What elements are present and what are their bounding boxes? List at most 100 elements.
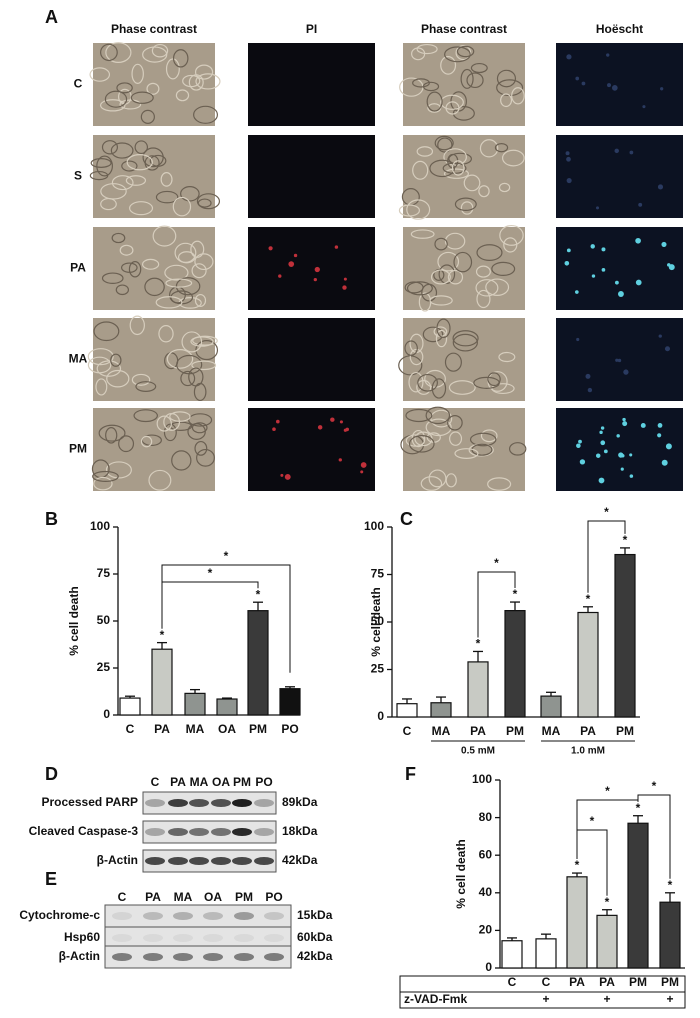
cell — [98, 424, 126, 442]
cell — [171, 450, 192, 471]
panel-label: F — [405, 764, 416, 784]
significance: * — [623, 533, 628, 547]
band — [173, 912, 193, 920]
cell — [444, 352, 462, 372]
band — [211, 828, 231, 836]
blot-label: Hsp60 — [64, 930, 100, 944]
nucleus — [657, 433, 662, 438]
size-label: 15kDa — [297, 908, 333, 922]
cell — [126, 154, 153, 171]
panel-label: B — [45, 509, 58, 529]
nucleus — [623, 369, 629, 375]
significance: * — [605, 784, 610, 798]
band — [264, 912, 284, 920]
band — [203, 912, 223, 920]
y-tick-label: 60 — [479, 847, 493, 861]
cell — [146, 82, 160, 95]
cell — [411, 47, 426, 61]
treatment-label: z-VAD-Fmk — [404, 992, 467, 1006]
nucleus — [606, 53, 610, 57]
row-label: MA — [69, 352, 88, 366]
x-tick-label: PA — [470, 724, 486, 738]
cell — [100, 183, 127, 200]
cell — [190, 336, 214, 347]
cell — [425, 418, 452, 437]
nucleus — [345, 427, 350, 432]
cell — [163, 423, 177, 442]
nucleus — [288, 261, 295, 267]
cell — [104, 90, 128, 108]
lane-label: C — [118, 890, 127, 904]
nucleus — [313, 277, 317, 282]
blot — [142, 791, 277, 815]
cell — [460, 201, 474, 215]
cell — [128, 261, 142, 278]
cell — [111, 175, 134, 191]
column-header: Hoëscht — [596, 22, 643, 36]
treatment-mark: + — [542, 992, 549, 1006]
panel-label: D — [45, 764, 58, 784]
bar — [596, 914, 618, 969]
column-header: Phase contrast — [111, 22, 197, 36]
cell — [106, 369, 130, 388]
cell — [501, 149, 525, 167]
cell — [194, 64, 214, 80]
cell — [447, 415, 463, 431]
y-tick-label: 50 — [371, 614, 385, 628]
nucleus — [668, 264, 675, 271]
nucleus — [590, 244, 595, 249]
nucleus — [566, 248, 571, 253]
cell — [408, 371, 424, 393]
bar — [659, 901, 681, 969]
cell — [430, 269, 451, 285]
bracket — [161, 581, 259, 629]
micrograph — [248, 318, 375, 401]
y-tick-label: 25 — [97, 660, 111, 674]
band — [112, 953, 132, 961]
band — [189, 857, 209, 865]
cell — [158, 325, 174, 343]
significance: * — [160, 628, 165, 642]
cell — [451, 160, 465, 176]
nucleus — [566, 177, 572, 184]
nucleus — [603, 449, 608, 454]
band — [254, 828, 274, 836]
y-tick-label: 50 — [97, 613, 111, 627]
cell — [499, 224, 524, 246]
x-tick-label: PA — [599, 975, 615, 989]
y-axis-label: % cell death — [454, 839, 468, 908]
cell — [131, 373, 151, 386]
cell — [455, 45, 472, 61]
cell — [429, 159, 456, 178]
bar — [614, 553, 636, 718]
nucleus — [622, 417, 626, 422]
x-tick-label: PM — [629, 975, 647, 989]
band — [254, 857, 274, 865]
cell — [491, 261, 516, 276]
cell — [500, 93, 513, 108]
nucleus — [629, 453, 633, 457]
cell — [429, 295, 453, 306]
bar — [501, 940, 523, 969]
nucleus — [268, 246, 273, 251]
cell — [433, 268, 445, 281]
cell — [409, 348, 424, 366]
cell — [440, 56, 457, 75]
blot — [142, 820, 277, 844]
micrograph — [248, 408, 375, 491]
nucleus — [595, 453, 601, 458]
nucleus — [658, 334, 662, 338]
cell — [172, 196, 192, 217]
cell — [408, 435, 435, 453]
cell — [447, 269, 464, 285]
cell — [416, 146, 434, 157]
nucleus — [343, 277, 347, 281]
cell — [487, 372, 501, 387]
cell — [487, 477, 512, 491]
cell — [90, 158, 112, 168]
cell — [190, 240, 205, 258]
cell — [131, 63, 144, 85]
lane-label: PA — [145, 890, 161, 904]
cell — [110, 142, 134, 159]
significance: * — [586, 592, 591, 606]
